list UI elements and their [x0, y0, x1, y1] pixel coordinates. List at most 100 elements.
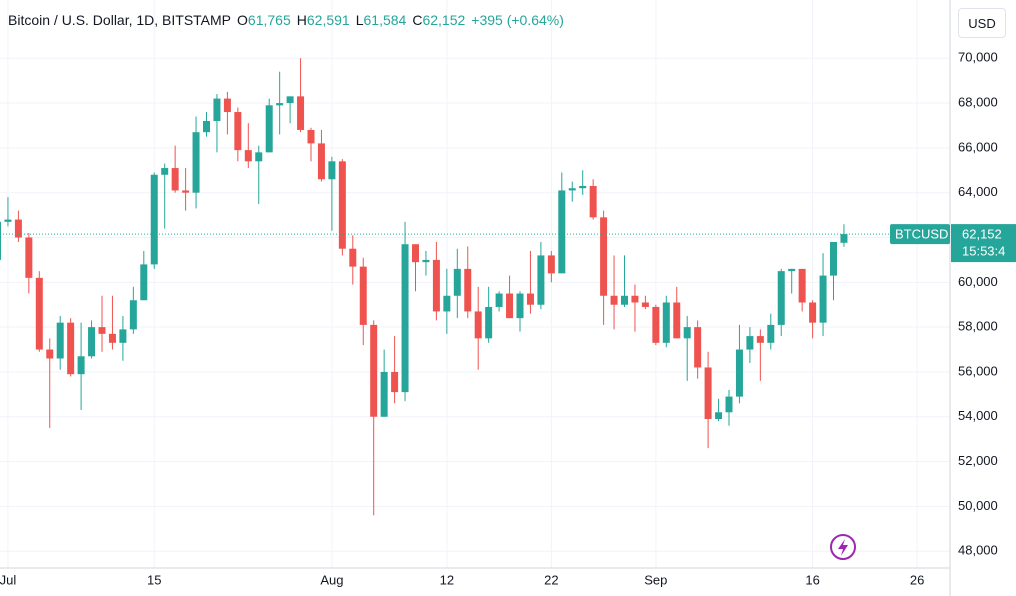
y-tick-label: 70,000	[958, 50, 998, 65]
candle-body	[140, 264, 148, 301]
candle-body	[673, 302, 681, 339]
candle-body	[77, 356, 85, 375]
candle-body	[328, 161, 336, 180]
price-tag	[951, 224, 1016, 263]
candle-body	[317, 143, 325, 180]
candle-body	[359, 266, 367, 325]
symbol-tag	[890, 224, 950, 245]
candle-body	[223, 98, 231, 113]
candle-body	[370, 324, 378, 417]
x-tick-label: Sep	[644, 572, 667, 587]
candle-body	[108, 333, 116, 343]
candle-body	[547, 255, 555, 274]
x-tick-label: 26	[910, 572, 924, 587]
legend-header: Bitcoin / U.S. Dollar, 1D, BITSTAMP O61,7…	[8, 12, 570, 28]
candle-body	[203, 120, 210, 133]
candle-body	[265, 105, 273, 153]
candle-body	[610, 295, 618, 305]
y-tick-label: 66,000	[958, 139, 998, 154]
y-tick-label: 54,000	[958, 408, 998, 423]
candle-body	[161, 168, 169, 175]
candle-body	[631, 295, 639, 303]
candle-body	[516, 293, 524, 319]
candle-body	[234, 112, 242, 151]
streams-icon[interactable]	[830, 534, 856, 560]
candle-body	[840, 234, 848, 243]
ohlc-label: H	[296, 12, 307, 28]
ohlc-label: O	[237, 12, 248, 28]
y-tick-label: 64,000	[958, 184, 998, 199]
candle-body	[474, 311, 482, 339]
candle-body	[506, 293, 514, 319]
candle-body	[443, 295, 451, 312]
ohlc-label: C	[412, 12, 423, 28]
symbol-tag-label: BTCUSD	[895, 227, 948, 242]
candle-body	[453, 268, 461, 296]
candle-body	[338, 161, 346, 249]
candle-body	[25, 237, 33, 278]
symbol-title: Bitcoin / U.S. Dollar, 1D, BITSTAMP	[8, 12, 232, 28]
candle-body	[401, 244, 409, 393]
x-tick-label: Aug	[320, 572, 343, 587]
candle-body	[380, 371, 388, 417]
candle-body	[67, 322, 75, 375]
candle-body	[276, 103, 284, 106]
candle-body	[715, 412, 723, 419]
candle-body	[4, 219, 12, 222]
currency-button[interactable]: USD	[958, 8, 1006, 38]
candle-body	[526, 293, 534, 305]
candle-body	[662, 302, 670, 343]
candle-body	[213, 98, 221, 121]
candle-body	[432, 259, 440, 312]
candle-body	[495, 293, 503, 307]
candle-body	[641, 302, 649, 307]
x-tick-label: 15	[147, 572, 161, 587]
y-tick-label: 58,000	[958, 319, 998, 334]
x-tick-label: Jul	[0, 572, 16, 587]
candle-body	[485, 306, 493, 339]
candle-body	[150, 174, 158, 265]
candle-body	[830, 241, 837, 276]
candle-body	[704, 367, 712, 419]
x-tick-label: 16	[805, 572, 819, 587]
candle-body	[255, 152, 263, 162]
candle-body	[182, 190, 190, 193]
candle-body	[798, 268, 806, 303]
y-tick-label: 52,000	[958, 453, 998, 468]
x-tick-label: 22	[544, 572, 558, 587]
change-value: +395 (+0.64%)	[471, 12, 564, 28]
candle-body	[694, 327, 702, 368]
candle-body	[14, 219, 22, 238]
candle-body	[46, 349, 54, 359]
candle-body	[756, 336, 764, 343]
candle-body	[56, 322, 64, 359]
candle-body	[735, 349, 743, 397]
candle-body	[422, 259, 430, 263]
candle-body	[192, 132, 200, 193]
candle-body	[119, 329, 127, 343]
candle-body	[558, 190, 566, 274]
candle-body	[349, 248, 357, 267]
x-tick-label: 12	[440, 572, 454, 587]
candle-body	[244, 150, 252, 162]
candle-body	[129, 300, 137, 330]
candle-body	[171, 168, 179, 191]
y-tick-label: 50,000	[958, 498, 998, 513]
candle-body	[464, 268, 472, 312]
candle-body	[35, 277, 43, 350]
candle-body	[568, 188, 576, 191]
y-tick-label: 56,000	[958, 363, 998, 378]
candle-body	[809, 302, 817, 323]
price-tag-label: 62,152	[962, 227, 1002, 242]
y-tick-label: 48,000	[958, 543, 998, 558]
y-tick-label: 68,000	[958, 95, 998, 110]
candle-body	[652, 306, 660, 343]
candle-body	[579, 185, 587, 189]
countdown-label: 15:53:4	[962, 244, 1005, 259]
ohlc-value: 61,765	[247, 12, 291, 28]
candle-body	[788, 268, 796, 272]
ohlc-label: L	[355, 12, 364, 28]
candle-body	[600, 217, 608, 296]
